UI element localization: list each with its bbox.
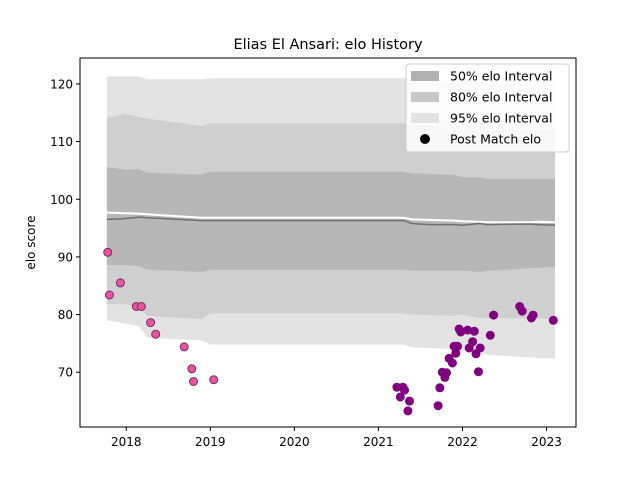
data-point — [395, 392, 405, 402]
legend-swatch — [411, 71, 439, 81]
band-2 — [106, 167, 556, 272]
y-tick-label: 80 — [58, 308, 73, 322]
legend-box — [405, 63, 570, 153]
x-tick-label: 2019 — [195, 435, 226, 449]
data-point — [442, 368, 451, 378]
data-point — [528, 310, 538, 320]
data-point — [485, 330, 495, 340]
legend-swatch — [411, 92, 439, 102]
data-point — [187, 364, 197, 374]
data-point — [468, 337, 478, 347]
x-tick-label: 2018 — [111, 435, 142, 449]
chart-title: Elias El Ansari: elo History — [233, 37, 423, 53]
data-point — [403, 406, 413, 416]
data-point — [209, 375, 219, 385]
y-axis-label: elo score — [24, 215, 38, 269]
data-point — [151, 329, 161, 339]
x-tick-label: 2022 — [447, 435, 478, 449]
y-tick-label: 110 — [50, 135, 73, 149]
trend-line-1 — [106, 216, 556, 226]
x-axis: 2018 2019 2020 2021 2022 2023 — [111, 427, 562, 449]
legend-label: 80% elo Interval — [450, 90, 552, 105]
data-point — [447, 358, 457, 368]
y-tick-label: 100 — [50, 193, 73, 207]
data-point — [405, 396, 414, 406]
data-point — [489, 310, 499, 320]
legend-swatch — [411, 113, 439, 123]
y-tick-label: 120 — [50, 77, 73, 91]
x-tick-label: 2023 — [531, 435, 562, 449]
data-point — [400, 385, 409, 395]
data-point — [453, 341, 462, 351]
plot-frame — [79, 57, 577, 428]
data-point — [103, 247, 113, 257]
data-point — [435, 383, 445, 393]
data-point — [179, 342, 189, 352]
data-point — [146, 318, 156, 328]
data-point — [136, 302, 146, 311]
legend-marker — [420, 134, 430, 144]
data-point — [104, 290, 114, 300]
y-axis: 70 80 90 100 110 120 — [50, 77, 80, 380]
data-point — [548, 315, 558, 325]
legend-label: Post Match elo — [450, 132, 541, 147]
data-point — [475, 343, 485, 353]
trend-lines — [106, 211, 556, 226]
y-tick-label: 90 — [58, 250, 73, 264]
legend-label: 95% elo Interval — [450, 111, 552, 126]
x-tick-label: 2021 — [363, 435, 394, 449]
data-point — [469, 326, 479, 336]
data-point — [189, 377, 198, 386]
trend-line-0 — [106, 211, 556, 224]
data-point — [115, 278, 125, 288]
legend: 50% elo Interval 80% elo Interval 95% elo … — [405, 63, 570, 153]
data-point — [517, 306, 527, 316]
data-point — [433, 401, 443, 411]
y-tick-label: 70 — [58, 366, 73, 380]
legend-label: 50% elo Interval — [450, 69, 552, 84]
x-tick-label: 2020 — [279, 435, 310, 449]
data-point — [474, 367, 483, 377]
data-points — [103, 247, 558, 416]
